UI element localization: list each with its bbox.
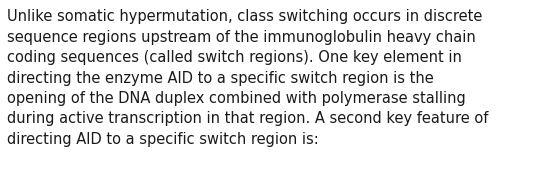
Text: Unlike somatic hypermutation, class switching occurs in discrete
sequence region: Unlike somatic hypermutation, class swit… — [7, 9, 489, 147]
